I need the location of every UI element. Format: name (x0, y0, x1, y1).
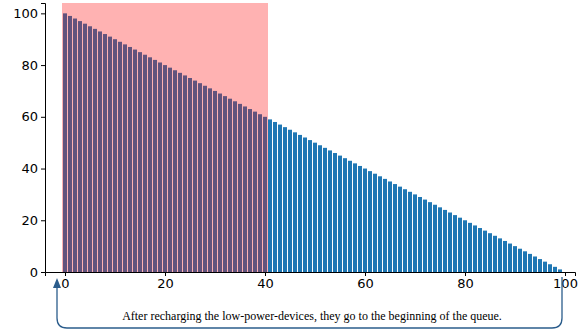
bar (428, 202, 432, 272)
bar (503, 241, 507, 272)
bar (438, 207, 442, 272)
x-tick-label: 100 (553, 276, 578, 291)
bar (408, 192, 412, 272)
bar (523, 251, 527, 272)
bar (338, 156, 342, 272)
bar (378, 176, 382, 272)
x-tick: 0 (61, 272, 69, 291)
bar (423, 200, 427, 272)
x-tick: 20 (157, 272, 174, 291)
bar (453, 215, 457, 272)
x-tick: 80 (457, 272, 474, 291)
y-tick-mark (41, 117, 45, 118)
arrow-head (53, 278, 61, 288)
bar (353, 163, 357, 272)
bar (488, 233, 492, 272)
bar (293, 132, 297, 272)
bar (458, 218, 462, 272)
x-tick-label: 40 (257, 276, 274, 291)
y-tick: 20 (21, 213, 45, 228)
y-tick: 40 (21, 161, 45, 176)
bar (418, 197, 422, 272)
bar (413, 194, 417, 272)
y-tick: 0 (30, 265, 45, 280)
bar (403, 189, 407, 272)
y-axis: 0 20 40 60 80 100 (13, 4, 45, 280)
bar (298, 135, 302, 272)
y-tick: 100 (13, 6, 45, 21)
bar (548, 264, 552, 272)
y-tick-label: 100 (13, 6, 38, 21)
bar (268, 119, 272, 272)
bar (348, 161, 352, 272)
bar (528, 254, 532, 272)
y-tick-mark (41, 220, 45, 221)
return-arrow (57, 277, 562, 328)
y-tick-label: 0 (30, 265, 38, 280)
chart: 0 20 40 60 80 100 0 20 40 60 80 100 After recharging… (0, 0, 580, 330)
bar (493, 236, 497, 272)
bar (463, 220, 467, 272)
bar (443, 210, 447, 272)
bar (303, 138, 307, 273)
bar (288, 130, 292, 272)
x-tick-label: 80 (457, 276, 474, 291)
x-tick: 100 (553, 272, 578, 291)
y-tick-label: 40 (21, 161, 38, 176)
bar (358, 166, 362, 272)
x-tick-label: 0 (61, 276, 69, 291)
y-tick-mark (41, 272, 45, 273)
bar (533, 256, 537, 272)
y-tick-label: 20 (21, 213, 38, 228)
bar (553, 267, 557, 272)
bar (323, 148, 327, 272)
bar (328, 150, 332, 272)
bar (513, 246, 517, 272)
bar (473, 225, 477, 272)
bar (448, 213, 452, 272)
bar (273, 122, 277, 272)
bar (398, 187, 402, 272)
bar (283, 127, 287, 272)
bar (508, 244, 512, 272)
bar (558, 269, 562, 272)
y-tick-mark (41, 13, 45, 14)
bar (313, 143, 317, 272)
bar (368, 171, 372, 272)
x-tick-label: 60 (357, 276, 374, 291)
bar (333, 153, 337, 272)
x-tick: 60 (357, 272, 374, 291)
bar (498, 238, 502, 272)
bar (393, 184, 397, 272)
y-tick-label: 60 (21, 109, 38, 124)
bar (308, 140, 312, 272)
bar (468, 223, 472, 272)
plot-area (62, 3, 562, 272)
bar (388, 181, 392, 272)
highlight-span (62, 3, 268, 272)
y-tick: 80 (21, 58, 45, 73)
bar (433, 205, 437, 272)
bar (318, 145, 322, 272)
bar (343, 158, 347, 272)
x-axis-line (46, 273, 576, 277)
y-tick: 60 (21, 109, 45, 124)
y-axis-line (41, 4, 46, 273)
x-axis: 0 20 40 60 80 100 (46, 272, 578, 291)
bar (278, 125, 282, 272)
bar (383, 179, 387, 272)
annotation: After recharging the low-power-devices, … (122, 309, 502, 323)
bar (483, 231, 487, 272)
bar (363, 169, 367, 272)
y-tick-label: 80 (21, 58, 38, 73)
y-tick-mark (41, 65, 45, 66)
y-tick-mark (41, 169, 45, 170)
bar (478, 228, 482, 272)
bar (373, 174, 377, 272)
bar (538, 259, 542, 272)
x-tick-label: 20 (157, 276, 174, 291)
x-tick: 40 (257, 272, 274, 291)
bar (518, 249, 522, 272)
bar (543, 262, 547, 272)
